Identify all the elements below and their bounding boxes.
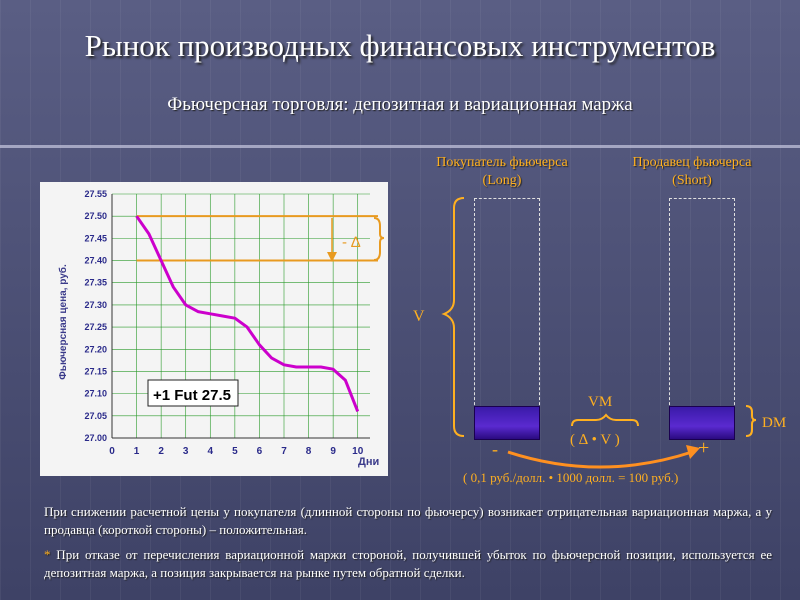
chart-xlabel: Дни (358, 456, 379, 468)
x-tick-label: 8 (306, 446, 312, 457)
x-tick-label: 7 (281, 446, 287, 457)
y-tick-label: 27.55 (84, 189, 107, 199)
y-tick-label: 27.15 (84, 366, 107, 376)
long-sub: (Long) (482, 173, 522, 188)
x-tick-label: 10 (352, 446, 364, 457)
long-column-header: Покупатель фьючерса (Long) (412, 154, 592, 190)
delta-annotation: - ∆ (342, 234, 361, 251)
short-sub: (Short) (672, 173, 712, 188)
note-star: * (44, 547, 51, 562)
x-tick-label: 4 (208, 446, 214, 457)
x-tick-label: 0 (109, 446, 115, 457)
y-tick-label: 27.40 (84, 256, 107, 266)
transfer-arrow-head (686, 445, 700, 459)
divider (0, 145, 800, 148)
v-brace (441, 197, 465, 437)
page-subtitle: Фьючерсная торговля: депозитная и вариац… (167, 94, 633, 115)
page-title: Рынок производных финансовых инструменто… (84, 28, 716, 63)
short-column-header: Продавец фьючерса (Short) (612, 154, 772, 190)
position-label: +1 Fut 27.5 (153, 387, 231, 404)
y-tick-label: 27.00 (84, 433, 107, 443)
diagram-overlay (441, 197, 757, 469)
note-paragraph-2: * При отказе от перечисления вариационно… (44, 546, 772, 582)
y-tick-label: 27.10 (84, 389, 107, 399)
price-chart-svg: 0 1 2 3 4 5 6 7 8 9 10 27.55 27.50 27.45 27.40 27.35 27.… (57, 189, 385, 468)
y-tick-label: 27.20 (84, 344, 107, 354)
delta-arrow-head (327, 252, 337, 262)
x-tick-label: 5 (232, 446, 238, 457)
dm-brace (745, 405, 757, 437)
note-paragraph-1: При снижении расчетной цены у покупателя… (44, 504, 772, 537)
vm-brace (571, 413, 639, 427)
delta-v-label: ( ∆ • V ) (570, 432, 620, 448)
price-series-line (135, 215, 360, 412)
x-tick-label: 6 (257, 446, 263, 457)
delta-brace (373, 217, 385, 261)
x-tick-label: 1 (134, 446, 140, 457)
transfer-arrow (507, 450, 693, 469)
chart-ylabel: Фьючерсная цена, руб. (57, 264, 69, 380)
y-tick-label: 27.05 (84, 411, 107, 421)
long-title: Покупатель фьючерса (436, 155, 568, 170)
position-box (147, 379, 239, 407)
y-tick-label: 27.45 (84, 233, 107, 243)
x-tick-label: 9 (330, 446, 336, 457)
x-tick-label: 3 (183, 446, 189, 457)
y-tick-label: 27.30 (84, 300, 107, 310)
short-deposit-block (669, 406, 735, 440)
y-tick-label: 27.25 (84, 322, 107, 332)
formula-label: ( 0,1 руб./долл. • 1000 долл. = 100 руб.… (463, 470, 679, 485)
v-label: V (413, 308, 425, 325)
short-title: Продавец фьючерса (632, 155, 752, 170)
x-tick-label: 2 (158, 446, 164, 457)
dm-label: DM (762, 415, 787, 431)
y-tick-label: 27.50 (84, 211, 107, 221)
vm-label: VM (588, 394, 613, 410)
plus-label: + (698, 437, 710, 459)
minus-label: - (492, 439, 498, 459)
long-deposit-block (474, 406, 540, 440)
price-chart: 0 1 2 3 4 5 6 7 8 9 10 27.55 27.50 27.45 27.40 27.35 27.… (40, 182, 388, 476)
y-tick-label: 27.35 (84, 278, 107, 288)
note-paragraph-2-text: При отказе от перечисления вариационной … (44, 547, 772, 580)
